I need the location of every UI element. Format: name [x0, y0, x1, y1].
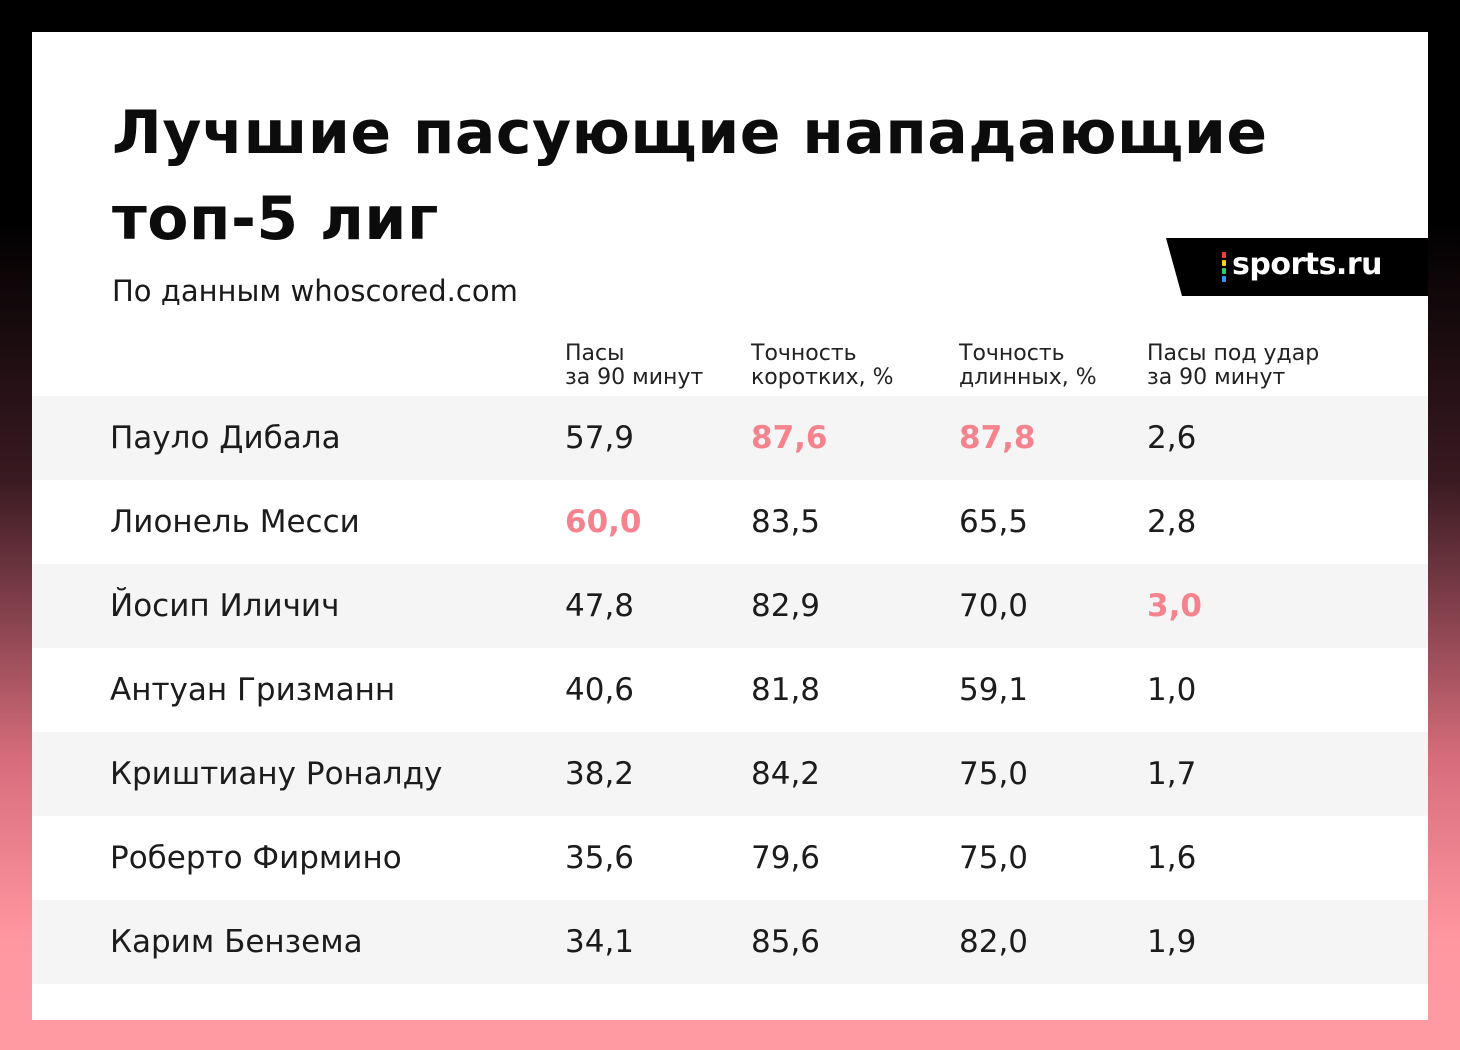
table-row: Пауло Дибала 57,9 87,6 87,8 2,6	[32, 396, 1428, 480]
stat-cell: 57,9	[565, 420, 635, 456]
stat-cell: 70,0	[959, 588, 1029, 624]
stat-cell: 34,1	[565, 924, 635, 960]
table-row: Карим Бензема 34,1 85,6 82,0 1,9	[32, 900, 1428, 984]
stat-cell: 81,8	[751, 672, 821, 708]
stat-cell: 1,0	[1147, 672, 1197, 708]
stat-cell: 79,6	[751, 840, 821, 876]
chart-subtitle: По данным whoscored.com	[112, 274, 518, 308]
table-body: Пауло Дибала 57,9 87,6 87,8 2,6 Лионель Месси…	[32, 396, 1428, 984]
table-row: Криштиану Роналду 38,2 84,2 75,0 1,7	[32, 732, 1428, 816]
table-row: Роберто Фирмино 35,6 79,6 75,0 1,6	[32, 816, 1428, 900]
stat-cell: 38,2	[565, 756, 635, 792]
stat-cell: 35,6	[565, 840, 635, 876]
column-header-passes: Пасы за 90 минут	[565, 341, 704, 390]
stat-cell: 85,6	[751, 924, 821, 960]
stat-cell: 2,8	[1147, 504, 1197, 540]
stat-cell: 47,8	[565, 588, 635, 624]
stat-cell: 75,0	[959, 840, 1029, 876]
column-header-key-passes: Пасы под удар за 90 минут	[1147, 341, 1320, 390]
stat-cell: 1,7	[1147, 756, 1197, 792]
stat-cell: 59,1	[959, 672, 1029, 708]
table-row: Лионель Месси 60,0 83,5 65,5 2,8	[32, 480, 1428, 564]
stat-cell: 3,0	[1147, 588, 1202, 624]
player-name: Пауло Дибала	[110, 420, 341, 456]
stat-cell: 82,0	[959, 924, 1029, 960]
player-name: Криштиану Роналду	[110, 756, 443, 792]
infographic-card: Лучшие пасующие нападающие топ-5 лиг По …	[32, 32, 1428, 1020]
logo-dot-yellow	[1222, 260, 1226, 266]
table-row: Йосип Иличич 47,8 82,9 70,0 3,0	[32, 564, 1428, 648]
stat-cell: 1,6	[1147, 840, 1197, 876]
stat-cell: 82,9	[751, 588, 821, 624]
player-name: Лионель Месси	[110, 504, 360, 540]
stat-cell: 40,6	[565, 672, 635, 708]
logo-dot-blue	[1222, 276, 1226, 282]
stat-cell: 87,6	[751, 420, 828, 456]
title-line-2: топ-5 лиг	[112, 184, 439, 254]
stat-cell: 65,5	[959, 504, 1029, 540]
stat-cell: 1,9	[1147, 924, 1197, 960]
player-name: Карим Бензема	[110, 924, 363, 960]
player-name: Роберто Фирмино	[110, 840, 402, 876]
title-line-1: Лучшие пасующие нападающие	[112, 98, 1268, 168]
column-header-short-accuracy: Точность коротких, %	[751, 341, 894, 390]
stat-cell: 87,8	[959, 420, 1036, 456]
chart-title: Лучшие пасующие нападающие топ-5 лиг	[112, 90, 1312, 262]
stat-cell: 84,2	[751, 756, 821, 792]
column-header-long-accuracy: Точность длинных, %	[959, 341, 1097, 390]
stat-cell: 83,5	[751, 504, 821, 540]
player-name: Антуан Гризманн	[110, 672, 396, 708]
stat-cell: 2,6	[1147, 420, 1197, 456]
sports-ru-logo: sports.ru	[1166, 238, 1428, 296]
stat-cell: 60,0	[565, 504, 642, 540]
stat-cell: 75,0	[959, 756, 1029, 792]
player-name: Йосип Иличич	[110, 588, 340, 624]
logo-text: sports.ru	[1232, 247, 1382, 282]
logo-dots-icon	[1222, 252, 1226, 284]
table-row: Антуан Гризманн 40,6 81,8 59,1 1,0	[32, 648, 1428, 732]
logo-dot-green	[1222, 268, 1226, 274]
logo-dot-red	[1222, 252, 1226, 258]
